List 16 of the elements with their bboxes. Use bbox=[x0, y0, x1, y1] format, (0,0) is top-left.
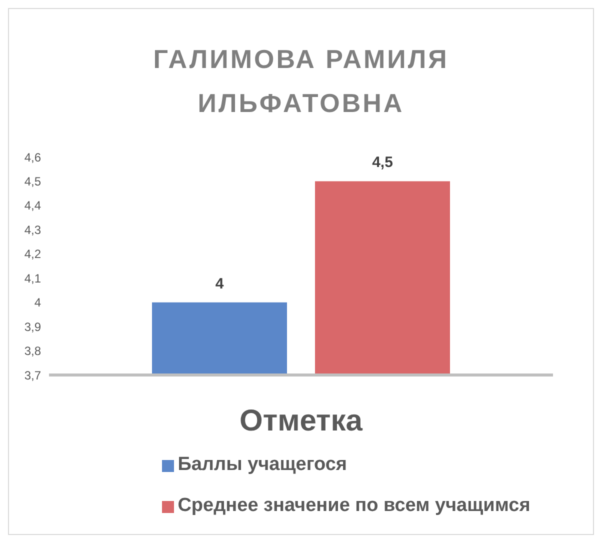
chart-title: ГАЛИМОВА РАМИЛЯ ИЛЬФАТОВНА bbox=[152, 43, 450, 120]
y-tick-label: 3,8 bbox=[24, 344, 42, 358]
y-tick-label: 3,9 bbox=[24, 320, 42, 334]
y-tick-label: 4,1 bbox=[24, 271, 42, 286]
y-tick-label: 4,6 bbox=[24, 150, 42, 164]
text: 4 bbox=[215, 275, 224, 292]
y-tick-label: 4,3 bbox=[24, 222, 42, 237]
y-tick-label: 4,2 bbox=[24, 247, 42, 262]
x-tick-label: Отметка bbox=[240, 404, 363, 438]
y-tick-label: 3,7 bbox=[24, 368, 42, 382]
y-tick-label: 4,4 bbox=[24, 198, 42, 213]
legend-label: Среднее значение по всем учащимся bbox=[178, 495, 530, 516]
y-tick-label: 4 bbox=[34, 296, 42, 310]
text: 4,5 bbox=[372, 154, 393, 172]
y-tick-label: 4,5 bbox=[24, 174, 42, 188]
legend-label: Баллы учащегося bbox=[178, 454, 348, 475]
